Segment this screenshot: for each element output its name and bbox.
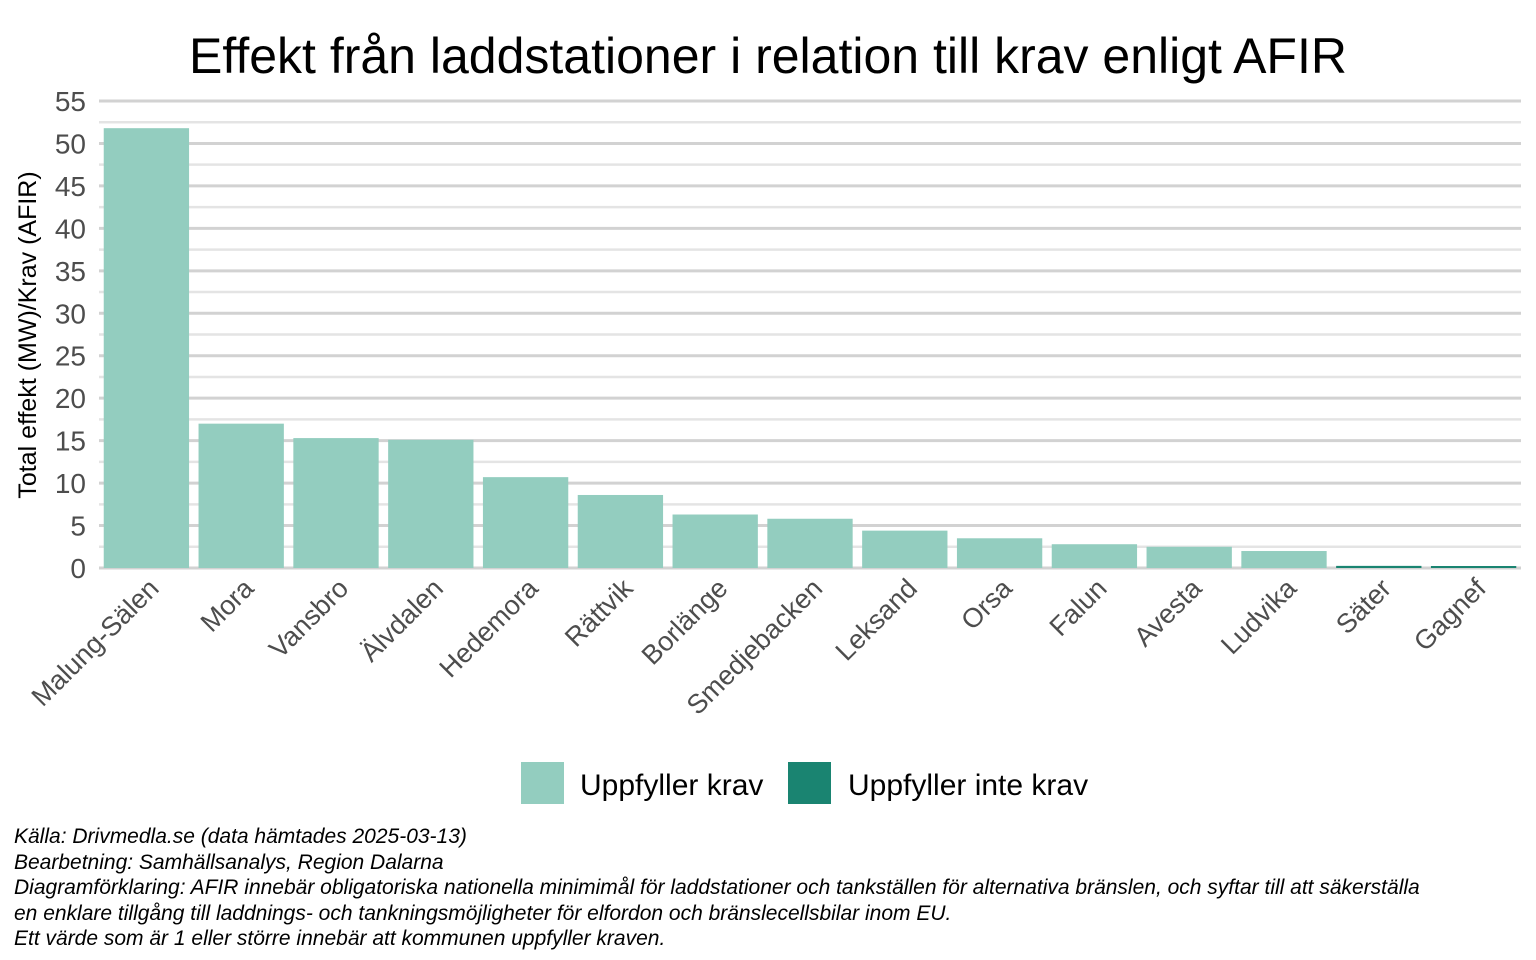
x-tick-label: Falun — [1044, 573, 1113, 642]
caption-threshold-note: Ett värde som är 1 eller större innebär … — [14, 927, 666, 950]
x-tick-label: Älvdalen — [355, 573, 449, 667]
bar-chart: Effekt från laddstationer i relation til… — [14, 28, 1521, 804]
legend-swatch-uppfyller-inte-krav — [788, 762, 831, 804]
y-tick-label: 20 — [55, 383, 86, 414]
x-tick-label: Vansbro — [263, 573, 354, 664]
bar-ludvika — [1241, 551, 1327, 568]
x-tick-label: Ludvika — [1215, 572, 1303, 660]
x-tick-label: Mora — [195, 572, 260, 637]
y-axis-label: Total effekt (MW)/Krav (AFIR) — [14, 171, 42, 498]
chart-title: Effekt från laddstationer i relation til… — [189, 28, 1347, 84]
y-tick-label: 40 — [55, 213, 86, 244]
x-tick-label: Orsa — [955, 572, 1018, 635]
caption-source: Källa: Drivmedla.se (data hämtades 2025-… — [14, 825, 467, 848]
y-tick-label: 30 — [55, 298, 86, 329]
legend: Uppfyller krav Uppfyller inte krav — [521, 762, 1088, 804]
x-tick-label: Gagnef — [1408, 573, 1492, 657]
caption-processing: Bearbetning: Samhällsanalys, Region Dala… — [14, 850, 444, 874]
x-tick-label: Säter — [1330, 573, 1397, 640]
bar-smedjebacken — [767, 518, 853, 568]
y-tick-label: 35 — [55, 256, 86, 287]
y-tick-label: 25 — [55, 341, 86, 372]
x-tick-label: Borlänge — [636, 573, 734, 671]
x-tick-label: Malung-Sälen — [26, 573, 165, 712]
y-tick-label: 55 — [55, 86, 86, 117]
caption-explanation-line-2: en enklare tillgång till laddnings- och … — [14, 901, 952, 925]
bar-malung-sälen — [103, 128, 190, 569]
bar-hedemora — [482, 477, 569, 568]
bar-vansbro — [293, 438, 379, 568]
y-tick-label: 10 — [55, 468, 86, 499]
y-tick-label: 15 — [55, 426, 86, 457]
bar-avesta — [1146, 546, 1232, 568]
bar-leksand — [862, 530, 948, 568]
bar-gagnef — [1430, 566, 1517, 568]
y-tick-label: 5 — [70, 511, 86, 542]
x-tick-label: Hedemora — [433, 572, 544, 683]
x-tick-label: Avesta — [1128, 572, 1208, 652]
caption: Källa: Drivmedla.se (data hämtades 2025-… — [14, 824, 1534, 952]
bar-borlänge — [672, 514, 758, 568]
caption-explanation-line-1: Diagramförklaring: AFIR innebär obligato… — [14, 876, 1420, 899]
bar-falun — [1051, 544, 1138, 568]
x-tick-label: Leksand — [830, 573, 923, 666]
legend-swatch-uppfyller-krav — [521, 762, 564, 804]
y-tick-label: 45 — [55, 171, 86, 202]
y-tick-label: 0 — [70, 553, 86, 584]
bar-älvdalen — [388, 439, 474, 568]
bar-orsa — [956, 538, 1043, 568]
legend-label-uppfyller-inte-krav: Uppfyller inte krav — [848, 769, 1088, 802]
y-axis-ticks: 0 5 10 15 20 25 30 35 40 45 50 55 — [55, 86, 86, 584]
y-tick-label: 50 — [55, 128, 86, 159]
bar-mora — [198, 423, 284, 568]
legend-label-uppfyller-krav: Uppfyller krav — [580, 769, 763, 802]
bar-säter — [1336, 565, 1422, 568]
bar-rättvik — [577, 494, 664, 568]
bars — [103, 128, 1517, 569]
x-tick-label: Rättvik — [559, 573, 639, 653]
